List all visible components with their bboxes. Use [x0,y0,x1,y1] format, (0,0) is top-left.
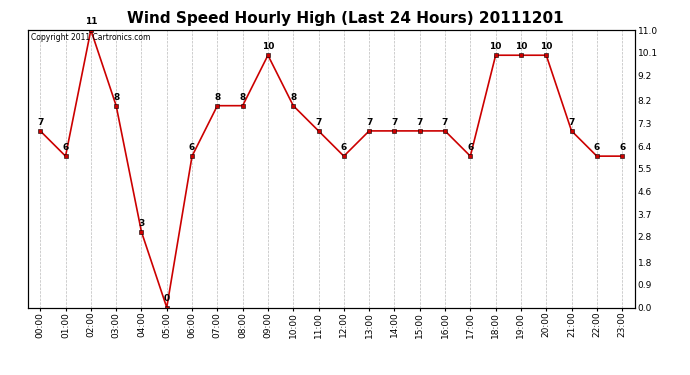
Text: 7: 7 [37,118,43,127]
Text: 7: 7 [569,118,575,127]
Text: 0: 0 [164,294,170,303]
Text: 8: 8 [214,93,221,102]
Text: 8: 8 [290,93,297,102]
Text: 8: 8 [239,93,246,102]
Text: 10: 10 [540,42,553,51]
Text: 6: 6 [62,143,69,152]
Text: 7: 7 [315,118,322,127]
Text: 7: 7 [417,118,423,127]
Text: 3: 3 [138,219,145,228]
Text: 7: 7 [391,118,397,127]
Text: 6: 6 [341,143,347,152]
Text: 6: 6 [619,143,625,152]
Text: Wind Speed Hourly High (Last 24 Hours) 20111201: Wind Speed Hourly High (Last 24 Hours) 2… [127,11,563,26]
Text: 7: 7 [366,118,373,127]
Text: 11: 11 [85,17,97,26]
Text: 10: 10 [489,42,502,51]
Text: 6: 6 [189,143,195,152]
Text: 8: 8 [113,93,119,102]
Text: 6: 6 [467,143,473,152]
Text: 6: 6 [593,143,600,152]
Text: 10: 10 [262,42,274,51]
Text: Copyright 2011 Cartronics.com: Copyright 2011 Cartronics.com [30,33,150,42]
Text: 10: 10 [515,42,527,51]
Text: 7: 7 [442,118,448,127]
